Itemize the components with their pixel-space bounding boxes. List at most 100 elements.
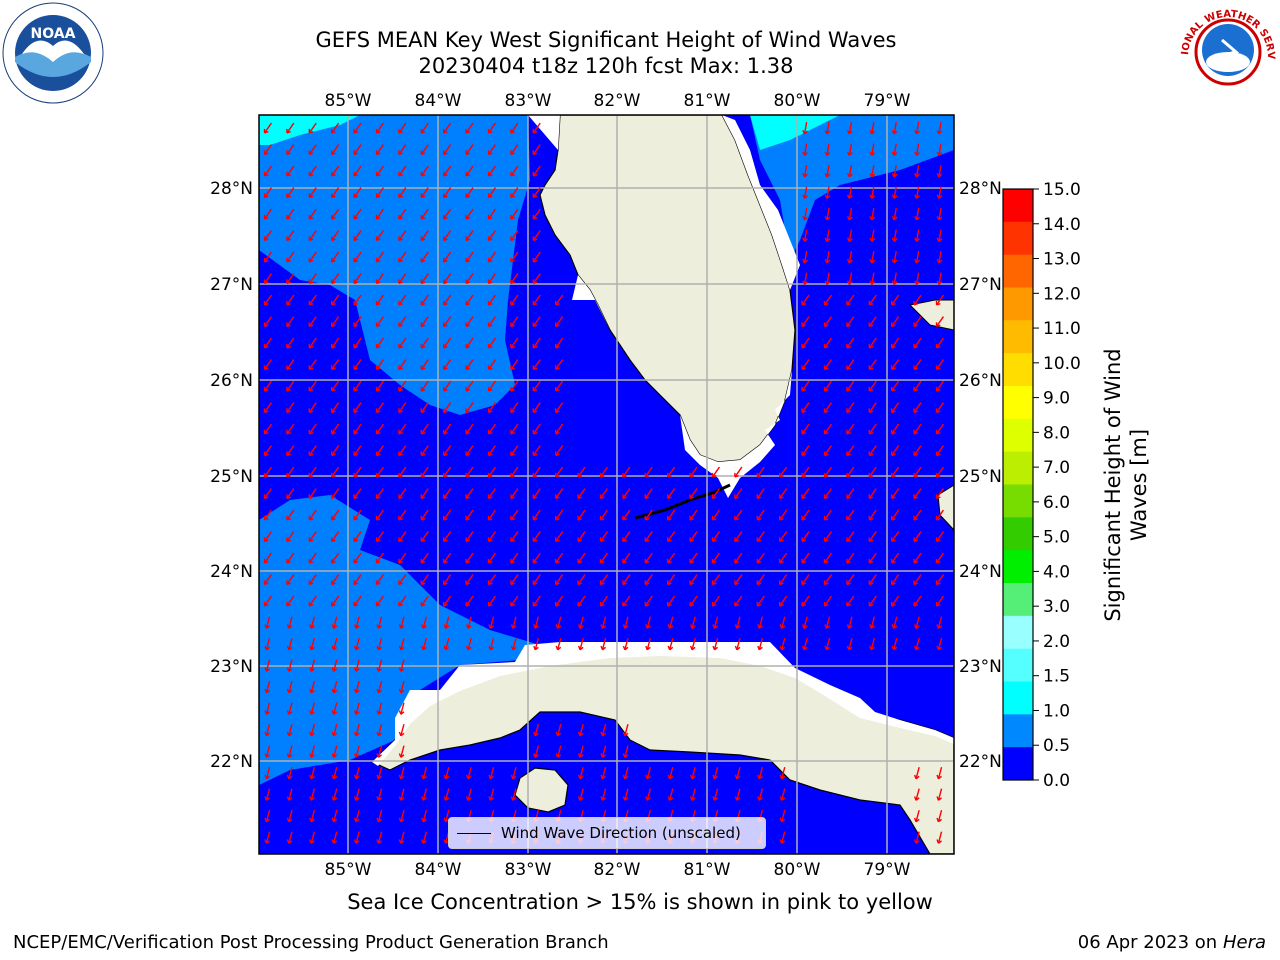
wave-arrow-head xyxy=(622,494,627,500)
wave-arrow xyxy=(848,250,853,264)
wave-arrow-head xyxy=(936,194,943,199)
wave-arrow xyxy=(779,574,788,585)
wave-arrow xyxy=(646,616,652,629)
wave-arrow-head xyxy=(779,645,786,651)
wave-arrow xyxy=(667,552,676,564)
wave-arrow xyxy=(465,316,474,327)
land-bahamas-andros xyxy=(937,484,954,531)
footer-date: 06 Apr 2023 on Hera xyxy=(1078,932,1266,953)
wave-arrow xyxy=(286,402,295,413)
wave-arrow-head xyxy=(420,601,426,607)
wave-arrow-head xyxy=(510,171,515,177)
wave-arrow-head xyxy=(533,645,539,651)
wave-arrow xyxy=(355,616,360,629)
wave-arrow xyxy=(823,509,833,521)
wave-arrow xyxy=(556,724,562,736)
wave-arrow-head xyxy=(465,171,471,177)
wave-arrow-head xyxy=(487,515,493,521)
wave-band-1.0-east xyxy=(750,115,840,150)
wave-arrow-head xyxy=(757,774,763,780)
wave-arrow xyxy=(512,767,517,779)
colorbar-frame xyxy=(1002,188,1034,781)
colorbar-block xyxy=(1003,418,1033,453)
wave-arrow xyxy=(353,552,362,564)
wave-arrow-head xyxy=(263,386,269,392)
wave-arrow xyxy=(826,121,830,135)
wave-arrow-head xyxy=(286,365,291,371)
wave-arrow xyxy=(355,810,360,822)
wave-arrow xyxy=(935,445,945,456)
wave-arrow xyxy=(487,402,497,413)
lon-label: 79°W xyxy=(864,91,911,111)
wave-arrow-head xyxy=(823,429,829,435)
wave-arrow xyxy=(308,445,317,456)
wave-arrow xyxy=(332,724,338,736)
wave-arrow-head xyxy=(935,343,941,349)
wave-arrow xyxy=(577,595,586,607)
wave-arrow-head xyxy=(487,257,493,263)
wave-arrow xyxy=(579,767,584,779)
wave-arrow-head xyxy=(846,300,851,306)
wave-arrow xyxy=(779,488,788,499)
wave-arrow-head xyxy=(667,645,674,651)
wave-arrow xyxy=(756,531,765,542)
wave-arrow xyxy=(308,165,317,177)
wave-arrow xyxy=(465,380,474,392)
wave-arrow-head xyxy=(846,322,851,328)
wave-arrow xyxy=(510,208,519,220)
wave-arrow-head xyxy=(286,472,291,478)
wave-arrow-head xyxy=(286,624,293,629)
wave-arrow-head xyxy=(308,408,314,414)
wave-arrow-head xyxy=(376,667,382,672)
wave-arrow-head xyxy=(309,817,315,823)
wave-arrow xyxy=(668,638,674,650)
wave-arrow-head xyxy=(846,173,853,178)
wave-arrow xyxy=(420,359,429,370)
wave-arrow-head xyxy=(510,322,515,328)
wave-arrow xyxy=(443,316,452,327)
wave-arrow-head xyxy=(376,774,382,780)
wave-arrow xyxy=(310,831,316,844)
wave-arrow-head xyxy=(532,279,538,285)
wave-arrow xyxy=(823,423,833,435)
wave-arrow xyxy=(332,616,338,629)
wave-arrow-head xyxy=(263,472,269,478)
wave-arrow-head xyxy=(554,472,560,478)
wave-arrow xyxy=(377,831,383,844)
wave-arrow-head xyxy=(442,279,448,285)
wave-arrow xyxy=(420,144,429,155)
wave-arrow xyxy=(601,638,607,650)
wave-arrow xyxy=(467,767,472,779)
wave-arrow-head xyxy=(734,796,741,801)
wave-arrow xyxy=(377,616,383,629)
wave-arrow xyxy=(848,164,853,178)
wave-arrow-head xyxy=(913,365,919,371)
wave-arrow xyxy=(443,488,452,499)
wave-arrow-head xyxy=(599,580,605,586)
wave-arrow-head xyxy=(375,580,381,586)
wave-arrow-head xyxy=(375,214,381,220)
wave-arrow-head xyxy=(376,817,382,823)
wave-arrow-head xyxy=(375,236,381,242)
wave-arrow xyxy=(400,616,405,629)
wave-arrow-head xyxy=(846,558,851,564)
wave-arrow-head xyxy=(532,193,538,199)
wave-arrow xyxy=(375,337,385,349)
wave-arrow-head xyxy=(869,280,876,285)
wave-arrow xyxy=(443,359,452,370)
wave-arrow xyxy=(915,121,920,135)
wave-arrow-head xyxy=(510,537,515,543)
wave-arrow-head xyxy=(420,580,426,586)
wave-arrow xyxy=(353,316,362,327)
wave-arrow xyxy=(375,402,385,413)
wave-arrow xyxy=(308,488,317,499)
wave-arrow-head xyxy=(936,839,942,844)
wave-arrow xyxy=(734,552,743,564)
wave-arrow-head xyxy=(554,343,560,349)
wave-arrow xyxy=(265,810,271,822)
wave-arrow xyxy=(556,616,562,629)
wave-arrow xyxy=(801,531,810,542)
wave-arrow-head xyxy=(398,451,403,457)
wave-arrow-head xyxy=(263,300,269,306)
wave-arrow-head xyxy=(644,580,650,586)
